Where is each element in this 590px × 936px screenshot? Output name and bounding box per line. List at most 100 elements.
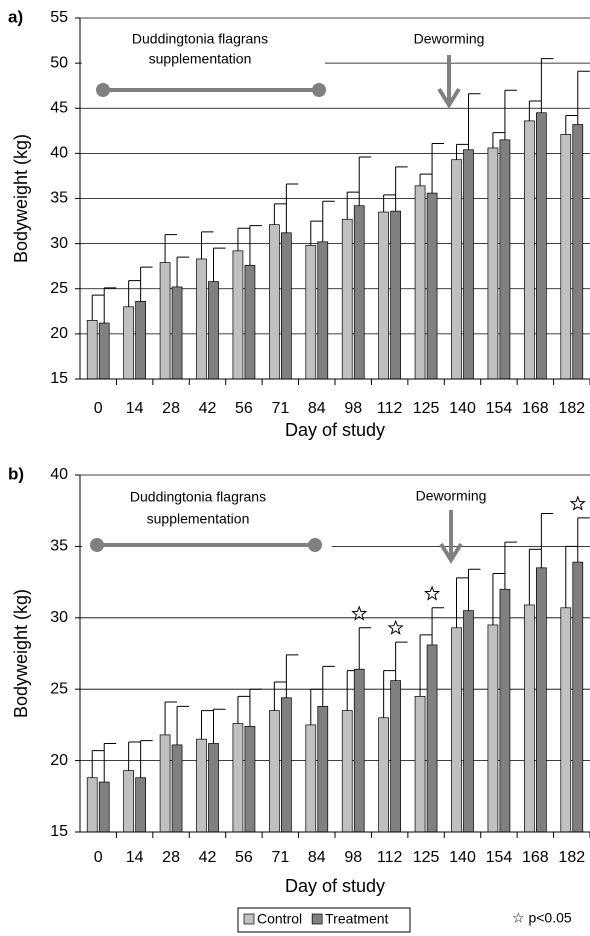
- error-bar: [346, 191, 360, 220]
- bar: [123, 770, 134, 833]
- y-tick-label: 20: [50, 325, 68, 342]
- bar: [341, 710, 353, 833]
- error-bar: [103, 287, 117, 324]
- x-tick-label: 154: [486, 400, 513, 417]
- x-tick-label: 71: [271, 400, 289, 417]
- bar: [232, 250, 244, 380]
- bar: [86, 319, 98, 380]
- bar: [414, 695, 426, 833]
- error-bar: [213, 247, 226, 282]
- bar: [378, 211, 389, 380]
- supplementation-dot: [96, 83, 110, 97]
- error-bar: [310, 220, 323, 246]
- bar: [269, 224, 280, 380]
- x-tick-label: 140: [449, 849, 476, 866]
- error-bar: [237, 695, 250, 724]
- x-tick-label: 84: [308, 849, 326, 866]
- bar: [524, 604, 535, 833]
- x-tick-label: 168: [522, 400, 549, 417]
- error-bar: [285, 183, 299, 233]
- error-bar: [395, 641, 408, 681]
- x-tick-label: 125: [413, 400, 440, 417]
- x-tick-label: 84: [308, 400, 326, 417]
- bar: [390, 210, 401, 380]
- error-bar: [419, 634, 433, 697]
- x-tick-label: 42: [199, 849, 217, 866]
- error-bar: [468, 93, 481, 150]
- bar: [159, 262, 171, 380]
- x-tick-label: 98: [344, 849, 362, 866]
- error-bar: [577, 70, 590, 125]
- error-bar: [140, 266, 153, 302]
- arrow-head: [437, 87, 461, 109]
- bar: [196, 258, 207, 380]
- bar: [451, 159, 462, 380]
- error-bar: [273, 203, 287, 225]
- x-tick-label: 125: [413, 849, 440, 866]
- x-axis-title: Day of study: [285, 876, 385, 896]
- error-bar: [322, 200, 335, 242]
- error-bar: [237, 227, 250, 251]
- error-bar: [249, 688, 262, 727]
- y-tick-label: 25: [50, 680, 68, 697]
- bar: [414, 185, 426, 380]
- y-tick-label: 25: [50, 280, 68, 297]
- bar: [98, 781, 110, 833]
- error-bar: [528, 100, 542, 121]
- error-bar: [492, 132, 505, 148]
- error-bar: [322, 665, 335, 707]
- bar: [86, 777, 98, 833]
- error-bar: [91, 750, 105, 778]
- x-tick-label: 98: [344, 400, 362, 417]
- bar: [281, 232, 292, 380]
- x-tick-label: 140: [449, 400, 476, 417]
- annotation: Duddingtonia flagrans: [132, 31, 268, 47]
- y-tick-label: 50: [50, 54, 68, 71]
- bar: [281, 697, 292, 833]
- x-tick-label: 0: [94, 400, 103, 417]
- y-tick-label: 30: [50, 235, 68, 252]
- x-tick-label: 71: [271, 849, 289, 866]
- bar: [524, 120, 535, 380]
- significance-star: [424, 585, 441, 601]
- supplementation-dot: [312, 83, 326, 97]
- error-bar: [395, 166, 408, 212]
- y-tick-label: 20: [50, 752, 68, 769]
- error-bar: [565, 114, 578, 135]
- error-bar: [213, 708, 226, 744]
- error-bar: [201, 231, 214, 259]
- x-tick-label: 28: [162, 400, 180, 417]
- x-tick-label: 168: [522, 849, 549, 866]
- error-bar: [128, 280, 141, 307]
- x-tick-label: 28: [162, 849, 180, 866]
- error-bar: [383, 194, 396, 213]
- y-tick-label: 35: [50, 190, 68, 207]
- y-tick-label: 30: [50, 609, 68, 626]
- bar: [426, 644, 438, 833]
- x-axis-title: Day of study: [285, 420, 385, 440]
- error-bar: [310, 688, 323, 725]
- arrow-head: [439, 542, 463, 564]
- bar: [159, 734, 171, 833]
- significance-star: [387, 619, 404, 635]
- y-tick-label: 45: [50, 99, 68, 116]
- legend-swatch: [311, 913, 323, 925]
- error-bar: [565, 545, 578, 608]
- annotation-background: [82, 479, 332, 549]
- error-bar: [201, 710, 214, 740]
- bar: [123, 306, 134, 380]
- error-bar: [128, 741, 141, 771]
- bar: [560, 134, 572, 380]
- y-tick-label: 40: [50, 145, 68, 162]
- error-bar: [164, 701, 178, 735]
- bar: [536, 112, 547, 380]
- error-bar: [176, 705, 190, 745]
- bar: [560, 607, 572, 833]
- bar: [378, 717, 389, 833]
- bar: [244, 264, 256, 380]
- y-axis-title: Bodyweight (kg): [11, 589, 31, 718]
- x-tick-label: 112: [377, 849, 403, 866]
- significance-star: [351, 605, 368, 621]
- bar: [171, 744, 183, 833]
